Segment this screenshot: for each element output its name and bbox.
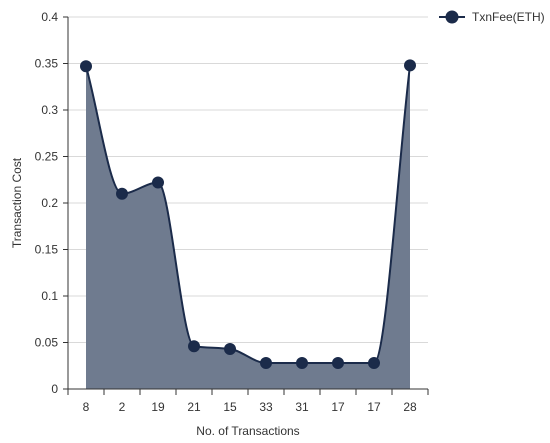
x-tick-label: 8 — [83, 400, 90, 414]
y-tick-label: 0.3 — [41, 103, 58, 117]
x-tick-label: 17 — [331, 400, 345, 414]
legend-dot-marker — [445, 10, 459, 24]
x-axis-title: No. of Transactions — [196, 424, 299, 438]
y-tick-label: 0.15 — [35, 243, 59, 257]
y-tick-label: 0 — [51, 382, 58, 396]
x-tick-label: 33 — [259, 400, 273, 414]
data-points — [80, 59, 416, 369]
data-point[interactable] — [404, 59, 416, 72]
data-point[interactable] — [152, 176, 164, 189]
data-point[interactable] — [260, 356, 272, 369]
data-point[interactable] — [188, 340, 200, 353]
y-axis-title: Transaction Cost — [10, 157, 24, 248]
x-tick-label: 15 — [223, 400, 237, 414]
y-tick-label: 0.35 — [35, 57, 59, 71]
data-point[interactable] — [332, 356, 344, 369]
y-tick-label: 0.2 — [41, 196, 58, 210]
x-tick-label: 31 — [295, 400, 309, 414]
x-tick-label: 2 — [119, 400, 126, 414]
data-point[interactable] — [80, 60, 92, 73]
x-axis-ticks: 8 2 19 21 15 33 31 17 17 28 — [67, 389, 429, 414]
series-area-fill — [86, 65, 410, 390]
y-tick-label: 0.25 — [35, 150, 59, 164]
x-tick-label: 17 — [367, 400, 381, 414]
y-tick-label: 0.4 — [41, 10, 58, 24]
x-tick-label: 19 — [151, 400, 165, 414]
y-axis-ticks: 0 0.05 0.1 0.15 0.2 0.25 0.3 0.35 0.4 — [35, 10, 68, 396]
data-point[interactable] — [368, 356, 380, 369]
x-tick-label: 21 — [187, 400, 201, 414]
y-tick-label: 0.1 — [41, 289, 58, 303]
legend[interactable]: TxnFee(ETH) — [439, 10, 545, 24]
x-tick-label: 28 — [403, 400, 417, 414]
legend-label: TxnFee(ETH) — [472, 10, 545, 24]
data-point[interactable] — [296, 356, 308, 369]
y-tick-label: 0.05 — [35, 336, 59, 350]
data-point[interactable] — [224, 343, 236, 356]
data-point[interactable] — [116, 187, 128, 200]
